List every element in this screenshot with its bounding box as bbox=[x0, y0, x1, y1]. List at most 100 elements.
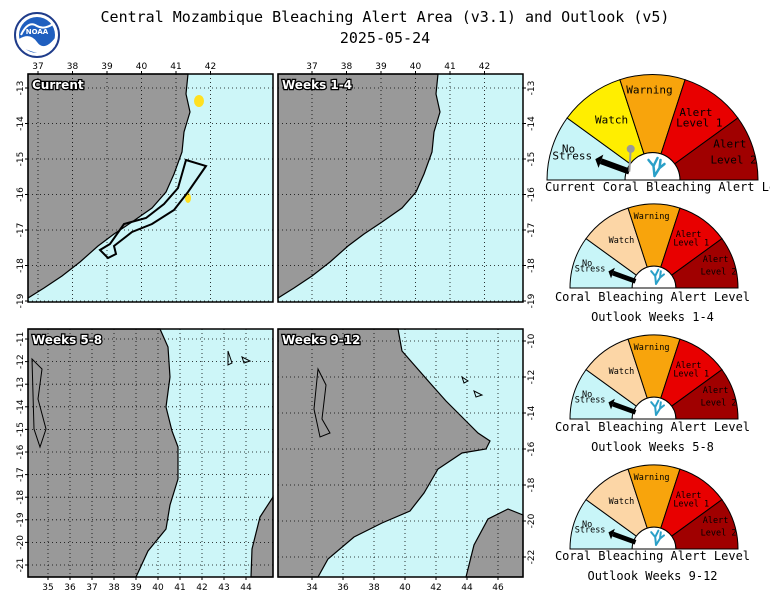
lat-tick-label: -10 bbox=[527, 333, 537, 348]
gauge-label-alert-level-2: Alert bbox=[713, 137, 746, 150]
gauge-label-alert-level-1: Alert bbox=[676, 230, 702, 240]
lat-tick-label: -18 bbox=[527, 477, 537, 492]
lat-tick-label: -19 bbox=[527, 293, 537, 308]
lon-tick-label: 46 bbox=[492, 583, 504, 593]
lat-tick-label: -17 bbox=[16, 223, 26, 238]
lon-tick-label: 35 bbox=[42, 583, 53, 593]
map-panel-weeks-9-12: 34 36 38 40 42 44 46 -10 -12 -14 -16 -18 -20 -22 Weeks… bbox=[260, 312, 550, 600]
gauge-weeks-5-8-caption1: Coral Bleaching Alert Level bbox=[554, 420, 751, 434]
gauge-hub bbox=[631, 265, 677, 289]
noaa-logo: NOAA bbox=[14, 12, 60, 58]
gauge-hub bbox=[631, 526, 677, 550]
lon-tick-label: 36 bbox=[64, 583, 76, 593]
gauge-weeks-1-4-caption1: Coral Bleaching Alert Level bbox=[554, 290, 751, 304]
lon-tick-label: 37 bbox=[32, 62, 43, 72]
gauge-label-alert-level-1: Alert bbox=[676, 491, 702, 501]
lat-tick-label: -16 bbox=[16, 187, 26, 202]
gauge-label-no-stress: No bbox=[582, 520, 592, 530]
lon-tick-label: 39 bbox=[375, 62, 387, 72]
gauge-label-no-stress: No bbox=[582, 390, 592, 400]
map-panel-label: Weeks 9-12 bbox=[282, 333, 360, 347]
lon-tick-label: 42 bbox=[196, 583, 207, 593]
gauge-needle bbox=[612, 401, 637, 415]
gauge-needle bbox=[599, 158, 631, 175]
lon-tick-label: 36 bbox=[337, 583, 349, 593]
gauge-label-alert-level-1: Level 1 bbox=[676, 117, 722, 130]
lon-tick-label: 44 bbox=[461, 583, 473, 593]
lon-tick-label: 41 bbox=[444, 62, 455, 72]
gauge-label-no-stress: No bbox=[562, 142, 575, 155]
page-title: Central Mozambique Bleaching Alert Area … bbox=[100, 8, 670, 26]
lat-tick-label: -14 bbox=[527, 405, 537, 420]
gauge-label-watch: Watch bbox=[609, 497, 635, 507]
gauge-label-watch: Watch bbox=[609, 236, 635, 246]
lon-tick-label: 43 bbox=[218, 583, 229, 593]
lat-tick-label: -13 bbox=[16, 81, 26, 96]
lon-tick-label: 42 bbox=[479, 62, 490, 72]
gauge-weeks-1-4-caption2: Outlook Weeks 1-4 bbox=[591, 310, 714, 324]
map-panel-label: Weeks 1-4 bbox=[282, 78, 352, 92]
lat-tick-label: -22 bbox=[527, 550, 537, 565]
lon-tick-label: 34 bbox=[306, 583, 318, 593]
coral-icon bbox=[650, 399, 665, 416]
lon-tick-label: 37 bbox=[86, 583, 97, 593]
gauge-label-alert-level-2: Alert bbox=[703, 386, 729, 396]
lat-tick-label: -13 bbox=[16, 377, 26, 392]
lat-tick-label: -16 bbox=[527, 441, 537, 456]
gauge-weeks-9-12-caption1: Coral Bleaching Alert Level bbox=[554, 549, 751, 563]
lon-tick-label: 38 bbox=[368, 583, 380, 593]
gauge-label-warning: Warning bbox=[634, 212, 670, 222]
map-panel-weeks-1-4: 37 38 39 40 41 42 -13 -14 -15 -16 -17 -18 -19 Weeks 1… bbox=[260, 57, 550, 327]
gauge-weeks-5-8: No Stress Watch Warning Alert Level 1 Alert Lev… bbox=[568, 333, 740, 425]
lat-tick-label: -16 bbox=[16, 444, 26, 459]
lat-tick-label: -14 bbox=[16, 399, 26, 414]
bleaching-alert-area bbox=[98, 158, 208, 260]
page-date: 2025-05-24 bbox=[339, 29, 431, 47]
lat-tick-label: -21 bbox=[16, 558, 26, 573]
coral-icon bbox=[650, 529, 665, 546]
lon-tick-label: 41 bbox=[174, 583, 185, 593]
gauge-label-alert-level-2: Level 2 bbox=[701, 268, 737, 278]
gauge-label-alert-level-1: Alert bbox=[676, 361, 702, 371]
land-mass bbox=[27, 73, 191, 300]
lat-tick-label: -19 bbox=[16, 512, 26, 527]
gauge-label-warning: Warning bbox=[634, 473, 670, 483]
lon-tick-label: 39 bbox=[101, 62, 113, 72]
lon-tick-label: 38 bbox=[341, 62, 353, 72]
gauge-label-alert-level-2: Level 2 bbox=[710, 153, 756, 166]
lat-tick-label: -17 bbox=[16, 467, 26, 482]
gauge-weeks-9-12-caption2: Outlook Weeks 9-12 bbox=[587, 569, 718, 583]
gauge-weeks-1-4: No Stress Watch Warning Alert Level 1 Alert Lev… bbox=[568, 202, 740, 294]
lon-tick-label: 40 bbox=[399, 583, 411, 593]
gauge-label-no-stress: Stress bbox=[552, 149, 592, 162]
lon-tick-label: 42 bbox=[430, 583, 441, 593]
gauge-hub bbox=[631, 396, 677, 420]
lat-tick-label: -15 bbox=[16, 422, 26, 437]
gauge-needle bbox=[612, 531, 637, 545]
gauge-label-no-stress: Stress bbox=[575, 525, 606, 535]
lat-tick-label: -18 bbox=[16, 490, 26, 505]
gauge-weeks-5-8-caption2: Outlook Weeks 5-8 bbox=[591, 440, 714, 454]
lon-tick-label: 40 bbox=[410, 62, 422, 72]
logo-text: NOAA bbox=[26, 28, 49, 36]
gauge-label-no-stress: Stress bbox=[575, 395, 606, 405]
gauge-label-alert-level-2: Alert bbox=[703, 516, 729, 526]
lat-tick-label: -17 bbox=[527, 223, 537, 238]
gauge-label-alert-level-1: Level 1 bbox=[673, 369, 709, 379]
gauge-label-warning: Warning bbox=[626, 84, 672, 97]
gauge-needle bbox=[612, 270, 637, 284]
lat-tick-label: -20 bbox=[527, 513, 537, 528]
lat-tick-label: -12 bbox=[527, 370, 537, 385]
land-mass bbox=[277, 73, 441, 300]
lat-tick-label: -13 bbox=[527, 81, 537, 96]
lat-tick-label: -19 bbox=[16, 293, 26, 308]
gauge-current: No Stress Watch Warning Alert Level 1 Alert Lev… bbox=[545, 72, 760, 186]
gauge-label-alert-level-1: Level 1 bbox=[673, 238, 709, 248]
gauge-label-watch: Watch bbox=[609, 367, 635, 377]
lon-tick-label: 40 bbox=[136, 62, 148, 72]
lon-tick-label: 41 bbox=[170, 62, 181, 72]
lon-tick-label: 44 bbox=[240, 583, 252, 593]
coral-icon bbox=[650, 268, 665, 285]
lon-tick-label: 40 bbox=[152, 583, 164, 593]
map-panel-label: Current bbox=[32, 78, 84, 92]
